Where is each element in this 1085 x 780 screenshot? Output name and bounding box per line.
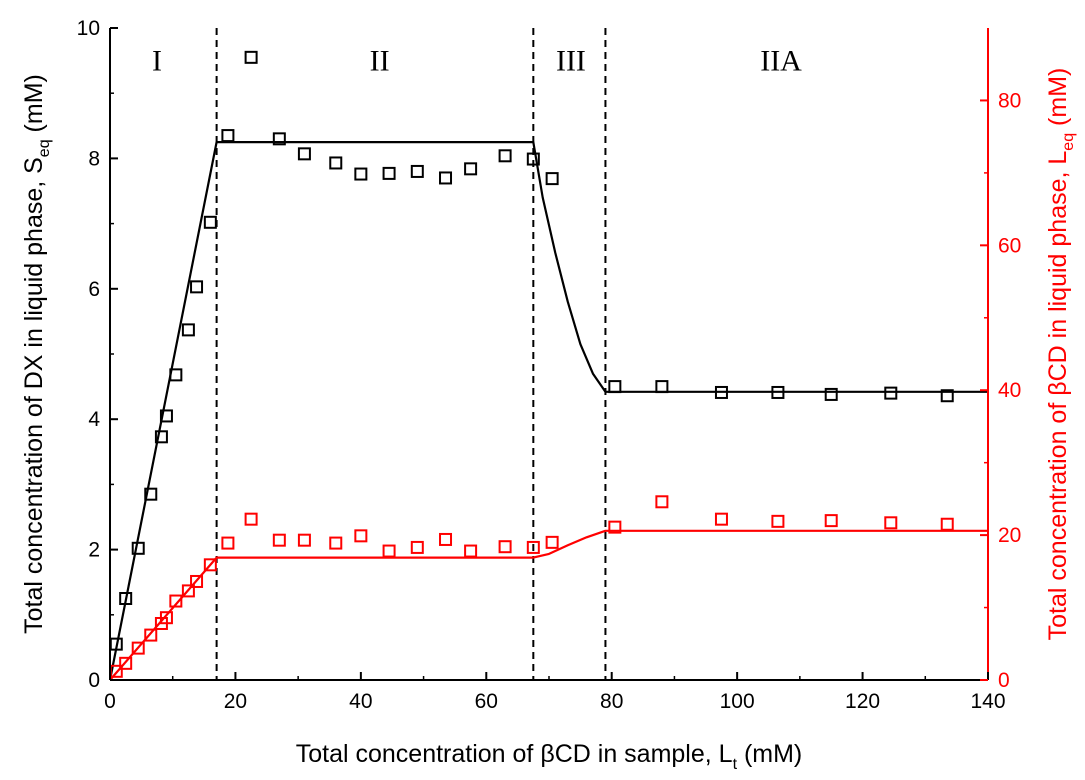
- dx-data-point: [144, 487, 158, 501]
- x-tick-label: 140: [970, 690, 1005, 713]
- dx-data-point: [940, 389, 954, 403]
- bcd-data-point: [169, 594, 183, 608]
- region-label: II: [370, 45, 390, 78]
- dx-data-point: [169, 368, 183, 382]
- dx-data-point: [329, 156, 343, 170]
- dx-data-point: [190, 280, 204, 294]
- x-tick-label: 40: [349, 690, 372, 713]
- y-left-tick-label: 0: [88, 669, 100, 692]
- bcd-data-point: [159, 611, 173, 625]
- x-tick-label: 0: [104, 690, 116, 713]
- bcd-data-point: [526, 540, 540, 554]
- y-left-tick-label: 2: [88, 539, 100, 562]
- bcd-data-point: [940, 517, 954, 531]
- bcd-data-point: [119, 656, 133, 670]
- dx-data-point: [439, 171, 453, 185]
- bcd-data-point: [884, 516, 898, 530]
- bcd-data-point: [354, 529, 368, 543]
- bcd-data-point: [181, 584, 195, 598]
- fit-lines: [108, 141, 988, 681]
- data-markers: [109, 50, 954, 678]
- region-labels: I II III IIA: [152, 45, 802, 78]
- bcd-data-point: [608, 520, 622, 534]
- bcd-data-point: [244, 512, 258, 526]
- x-tick-label: 100: [720, 690, 755, 713]
- x-tick-label: 60: [475, 690, 498, 713]
- dx-data-point: [526, 152, 540, 166]
- x-tick-label: 120: [845, 690, 880, 713]
- dx-data-point: [464, 162, 478, 176]
- bcd-data-point: [771, 514, 785, 528]
- dx-data-point: [354, 167, 368, 181]
- bcd-data-point: [439, 532, 453, 546]
- region-label: I: [152, 45, 162, 78]
- x-axis-ticks: 0 20 40 60 80 100 120 140: [104, 672, 1006, 713]
- dx-data-point: [203, 215, 217, 229]
- dx-data-point: [382, 166, 396, 180]
- bcd-data-point: [272, 533, 286, 547]
- x-axis-label: Total concentration of βCD in sample, Lt…: [296, 740, 803, 773]
- y-left-tick-label: 8: [88, 147, 100, 170]
- y-right-tick-label: 60: [998, 234, 1021, 257]
- dx-data-point: [884, 386, 898, 400]
- bcd-data-point: [545, 535, 559, 549]
- bcd-data-point: [655, 495, 669, 509]
- dx-data-point: [608, 380, 622, 394]
- bcd-data-point: [714, 512, 728, 526]
- y-left-tick-label: 4: [88, 408, 100, 431]
- bcd-data-point: [498, 540, 512, 554]
- region-label: IIA: [760, 45, 802, 78]
- dx-data-point: [244, 50, 258, 64]
- bcd-data-point: [329, 536, 343, 550]
- y-left-tick-label: 6: [88, 278, 100, 301]
- dx-data-point: [221, 129, 235, 143]
- bcd-data-point: [144, 628, 158, 642]
- bcd-data-point: [190, 574, 204, 588]
- dx-data-point: [131, 541, 145, 555]
- y-left-tick-label: 10: [77, 17, 100, 40]
- bcd-data-point: [297, 533, 311, 547]
- vertical-boundary-lines: [215, 28, 607, 680]
- bcd-fit-line: [109, 529, 988, 681]
- dx-data-point: [119, 592, 133, 605]
- bcd-data-point: [131, 641, 145, 655]
- dx-data-point: [824, 387, 838, 401]
- y-left-axis-label: Total concentration of DX in liquid phas…: [20, 74, 53, 634]
- dx-fit-line: [108, 141, 988, 681]
- dx-data-point: [154, 430, 168, 444]
- bcd-data-point: [221, 536, 235, 550]
- dx-data-point: [498, 149, 512, 163]
- bcd-data-point: [824, 514, 838, 528]
- dx-data-point: [771, 385, 785, 399]
- bcd-data-point: [203, 558, 217, 572]
- y-right-tick-label: 40: [998, 379, 1021, 402]
- dx-data-point: [714, 385, 728, 399]
- dx-data-point: [272, 132, 286, 146]
- dx-data-point: [159, 409, 173, 423]
- y-left-axis-ticks: 0 2 4 6 8 10: [77, 17, 118, 692]
- dx-data-point: [181, 323, 195, 337]
- dx-data-point: [410, 164, 424, 178]
- x-tick-label: 20: [224, 690, 247, 713]
- y-right-tick-label: 20: [998, 524, 1021, 547]
- bcd-data-point: [382, 544, 396, 558]
- region-label: III: [556, 45, 586, 78]
- y-right-axis-ticks: 0 20 40 60 80: [980, 89, 1021, 692]
- bcd-data-point: [464, 544, 478, 558]
- dx-data-point: [545, 172, 559, 186]
- dx-data-point: [297, 147, 311, 161]
- y-right-axis-label: Total concentration of βCD in liquid pha…: [1044, 68, 1077, 641]
- y-right-tick-label: 80: [998, 89, 1021, 112]
- bcd-data-point: [410, 540, 424, 554]
- y-right-tick-label: 0: [998, 669, 1010, 692]
- dx-data-point: [655, 380, 669, 394]
- x-tick-label: 80: [600, 690, 623, 713]
